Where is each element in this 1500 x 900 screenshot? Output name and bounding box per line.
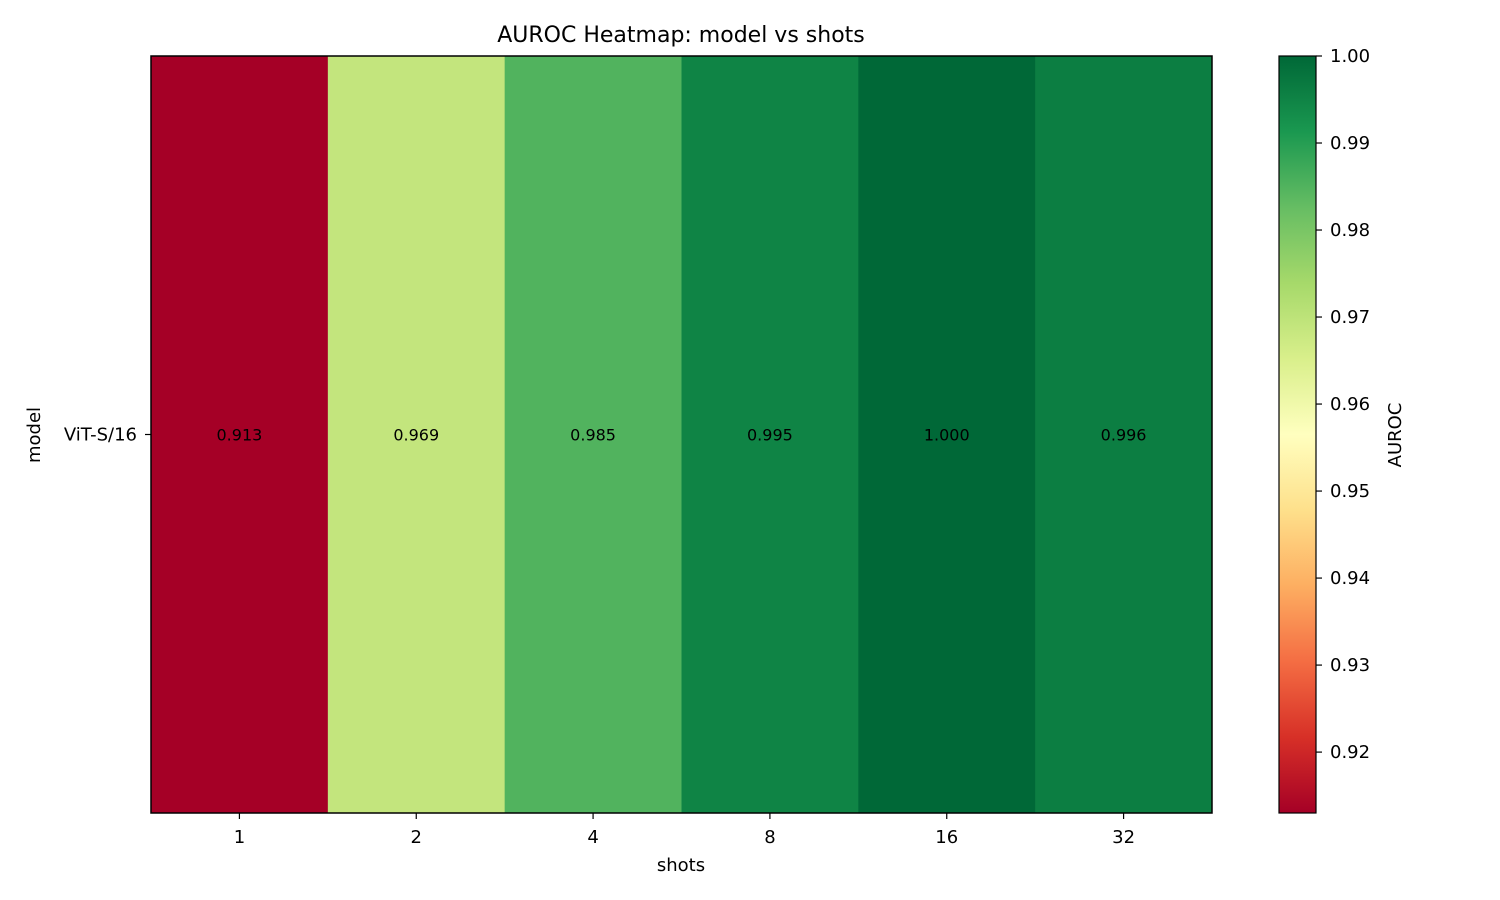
y-tick-label: ViT-S/16	[64, 425, 137, 446]
y-axis-ticks: ViT-S/16	[64, 425, 151, 446]
y-axis-label: model	[24, 407, 45, 463]
heatmap-cell	[681, 56, 859, 813]
heatmap-cell	[151, 56, 329, 813]
heatmap-cell-labels: 0.913 0.969 0.985 0.995 1.000 0.996	[217, 426, 1147, 445]
colorbar-tick-label: 0.96	[1330, 394, 1370, 415]
heatmap-cell	[1035, 56, 1213, 813]
colorbar-tick-label: 0.94	[1330, 568, 1370, 589]
heatmap-cell-value: 0.913	[217, 426, 263, 445]
colorbar-tick-label: 0.93	[1330, 655, 1370, 676]
heatmap-cells	[151, 56, 1213, 813]
x-tick-label: 16	[935, 827, 958, 848]
x-tick-label: 2	[411, 827, 422, 848]
chart-title: AUROC Heatmap: model vs shots	[497, 23, 865, 48]
x-tick-label: 4	[587, 827, 598, 848]
colorbar-tick-label: 0.97	[1330, 307, 1370, 328]
x-tick-label: 1	[234, 827, 245, 848]
heatmap-cell-value: 0.995	[747, 426, 793, 445]
colorbar-tick-label: 0.95	[1330, 481, 1370, 502]
x-axis-label: shots	[657, 855, 705, 876]
x-tick-label: 32	[1112, 827, 1135, 848]
colorbar-tick-label: 0.99	[1330, 133, 1370, 154]
x-axis-ticks: 1 2 4 8 16 32	[234, 813, 1135, 848]
heatmap-cell-value: 0.969	[393, 426, 439, 445]
colorbar-tick-label: 0.98	[1330, 220, 1370, 241]
x-tick-label: 8	[764, 827, 775, 848]
heatmap-cell-value: 0.996	[1101, 426, 1147, 445]
heatmap-cell	[858, 56, 1036, 813]
colorbar-ticks: 0.92 0.93 0.94 0.95 0.96 0.97 0.98 0.99 1.00	[1316, 46, 1370, 763]
colorbar-tick-label: 0.92	[1330, 742, 1370, 763]
heatmap-cell-value: 0.985	[570, 426, 616, 445]
colorbar-tick-label: 1.00	[1330, 46, 1370, 67]
colorbar-label: AUROC	[1385, 403, 1406, 468]
heatmap-cell	[504, 56, 682, 813]
heatmap-cell-value: 1.000	[924, 426, 970, 445]
colorbar	[1278, 55, 1317, 814]
heatmap-cell	[327, 56, 506, 813]
